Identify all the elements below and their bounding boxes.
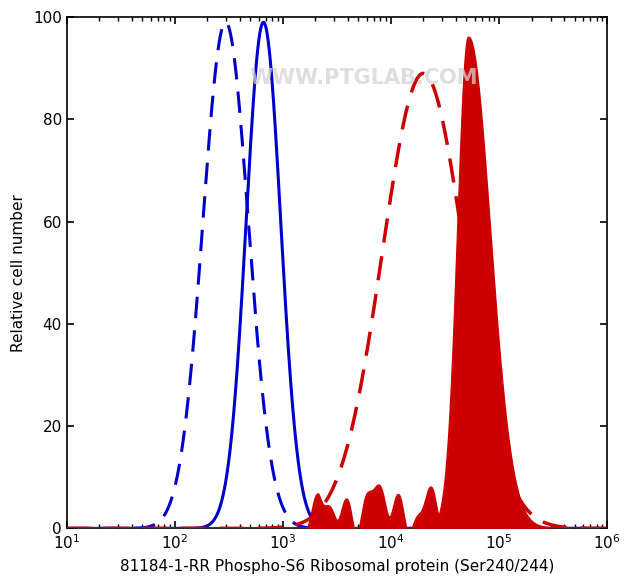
Text: WWW.PTGLAB.COM: WWW.PTGLAB.COM	[250, 68, 478, 88]
Y-axis label: Relative cell number: Relative cell number	[11, 194, 26, 352]
X-axis label: 81184-1-RR Phospho-S6 Ribosomal protein (Ser240/244): 81184-1-RR Phospho-S6 Ribosomal protein …	[119, 559, 554, 574]
